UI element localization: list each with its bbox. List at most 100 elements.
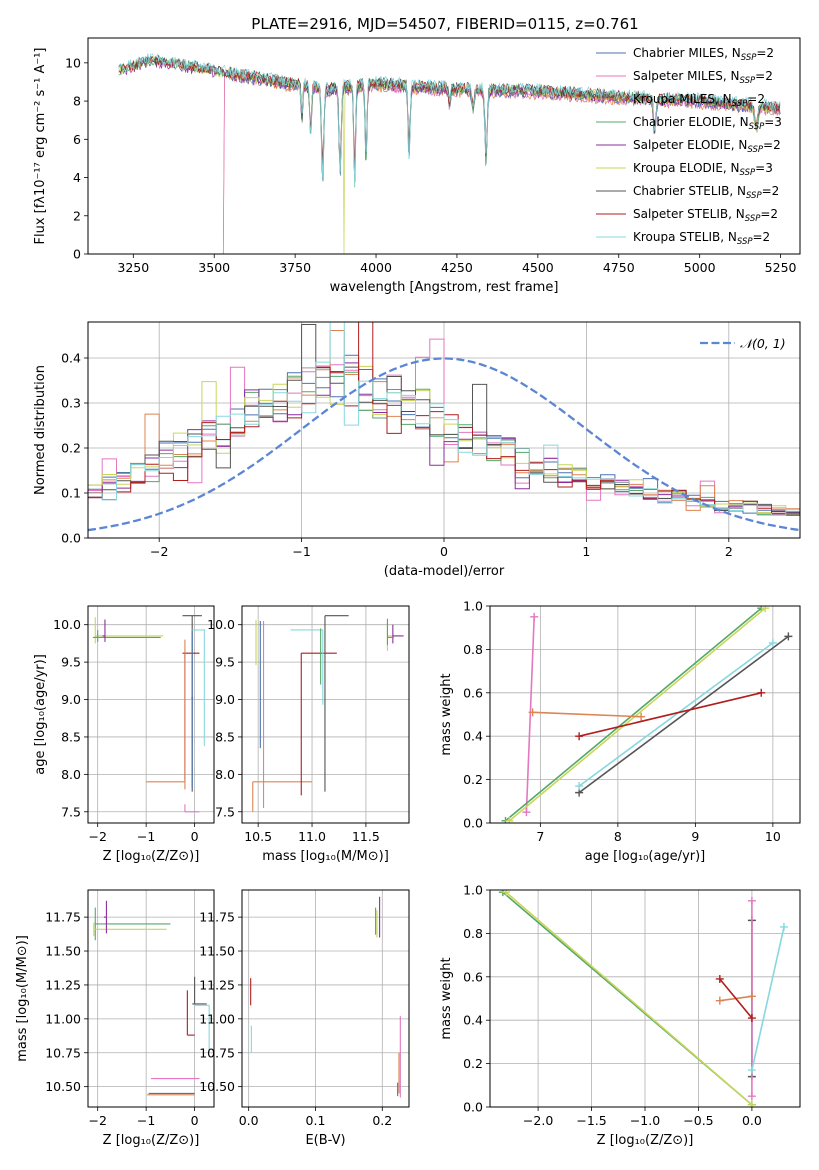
axes-frame — [241, 605, 410, 824]
x-axis-label: Z [log₁₀(Z/Z⊙)] — [103, 849, 200, 864]
y-axis-label: Normed distribution — [33, 365, 48, 495]
x-tick-label: −2 — [88, 1113, 106, 1128]
x-tick-label: 0.2 — [372, 1113, 392, 1128]
axes-frame — [241, 889, 410, 1108]
weight-marker — [747, 1092, 756, 1101]
x-tick-label: 11.5 — [352, 829, 380, 844]
x-tick-label: 3250 — [117, 260, 149, 275]
legend-label: Chabrier ELODIE, NSSP=3 — [633, 115, 782, 132]
weight-marker — [747, 1066, 756, 1075]
legend-label: Kroupa MILES, NSSP=2 — [633, 92, 765, 109]
weight-series-salpeter-stelib — [715, 974, 756, 1023]
weight-series-salpeter-miles — [522, 612, 539, 817]
histogram-salpeter-miles — [88, 338, 800, 516]
errorbar-point-salpeter-stelib — [300, 652, 337, 796]
x-tick-label: 3500 — [198, 260, 230, 275]
y-tick-label: 0.2 — [463, 1056, 483, 1071]
spectrum-series-kroupa-elodie — [118, 55, 781, 254]
weight-marker — [747, 1014, 756, 1023]
x-tick-label: −2 — [88, 829, 106, 844]
weight-marker — [575, 732, 584, 741]
y-tick-label: 11.50 — [199, 944, 235, 959]
y-tick-label: 0.1 — [61, 486, 81, 501]
y-tick-label: 11.75 — [45, 910, 81, 925]
y-axis-label: mass weight — [439, 957, 454, 1039]
x-tick-label: 4250 — [441, 260, 473, 275]
weight-marker — [779, 922, 788, 931]
weight-series-kroupa-stelib — [747, 922, 788, 1075]
histogram-kroupa-miles — [88, 330, 800, 514]
x-tick-label: 5000 — [684, 260, 716, 275]
x-axis-label: wavelength [Angstrom, rest frame] — [330, 280, 559, 295]
x-axis-label: E(B-V) — [305, 1133, 345, 1148]
plot-area-age_vs_Z — [92, 615, 206, 813]
axes-frame — [87, 37, 801, 255]
x-tick-label: 3750 — [279, 260, 311, 275]
y-tick-label: 0.4 — [463, 1013, 483, 1028]
weight-marker — [715, 974, 724, 983]
figure-title: PLATE=2916, MJD=54507, FIBERID=0115, z=0… — [251, 15, 638, 33]
errorbar-point-salpeter-elodie — [103, 900, 107, 934]
y-axis-label: Flux [fλ10⁻¹⁷ erg cm⁻² s⁻¹ A⁻¹] — [33, 48, 48, 245]
errorbar-point-chabrier-elodie — [94, 907, 171, 941]
weight-series-kroupa-elodie — [502, 890, 756, 1107]
plot-area-mass_vs_EBV — [250, 896, 401, 1098]
x-tick-label: 4000 — [360, 260, 392, 275]
y-tick-label: 2 — [73, 208, 81, 223]
histogram-salpeter-elodie — [88, 362, 800, 514]
legend-label: Kroupa ELODIE, NSSP=3 — [633, 161, 773, 178]
axes-frame — [87, 321, 801, 539]
y-tick-label: 11.25 — [199, 977, 235, 992]
weight-marker — [747, 896, 756, 905]
x-tick-label: 10 — [765, 829, 781, 844]
errorbar-point-kroupa-miles — [252, 781, 313, 812]
x-tick-label: 0.0 — [239, 1113, 259, 1128]
panel-mass_vs_EBV: 0.0 0.1 0.2 10.50 10.75 11.00 11.25 11.50 11.75 E… — [199, 889, 410, 1148]
x-tick-label: −1.5 — [576, 1113, 606, 1128]
y-tick-label: 10.50 — [199, 1079, 235, 1094]
panel-massweight_vs_age: 7 8 9 10 0.0 0.2 0.4 0.6 0.8 1.0 age [log₁₀(age/yr… — [439, 599, 801, 864]
y-tick-label: 0.3 — [61, 396, 81, 411]
x-tick-label: 9 — [691, 829, 699, 844]
x-tick-label: 0 — [191, 829, 199, 844]
errorbar-point-salpeter-miles — [184, 804, 200, 813]
x-tick-label: 8 — [614, 829, 622, 844]
errorbar-point-chabrier-miles — [191, 630, 194, 788]
y-axis-label: age [log₁₀(age/yr)] — [33, 654, 48, 775]
errorbar-point-kroupa-stelib — [290, 629, 324, 705]
x-axis-label: age [log₁₀(age/yr)] — [585, 849, 706, 864]
weight-series-chabrier-stelib — [575, 632, 793, 797]
y-tick-label: 1.0 — [463, 883, 483, 898]
errorbar-point-salpeter-stelib — [186, 990, 195, 1036]
y-tick-label: 0.0 — [463, 816, 483, 831]
y-tick-label: 11.25 — [45, 977, 81, 992]
y-tick-label: 10.75 — [45, 1045, 81, 1060]
histogram-chabrier-elodie — [88, 371, 800, 516]
y-tick-label: 11.75 — [199, 910, 235, 925]
weight-series-kroupa-stelib — [575, 638, 777, 791]
y-tick-label: 0.0 — [463, 1100, 483, 1115]
x-tick-label: −1 — [137, 829, 155, 844]
y-tick-label: 8 — [73, 94, 81, 109]
x-tick-label: 7 — [536, 829, 544, 844]
x-axis-label: Z [log₁₀(Z/Z⊙)] — [597, 1133, 694, 1148]
weight-marker — [747, 992, 756, 1001]
x-tick-label: 4750 — [603, 260, 635, 275]
errorbar-point-kroupa-stelib — [192, 629, 206, 746]
plot-area-mass_vs_Z — [93, 900, 210, 1096]
weight-marker — [528, 708, 537, 717]
x-tick-label: 0 — [191, 1113, 199, 1128]
plot-area-age_vs_mass — [252, 615, 404, 812]
y-tick-label: 0.2 — [463, 772, 483, 787]
axes-frame — [489, 605, 801, 824]
x-tick-label: 4500 — [522, 260, 554, 275]
weight-marker — [768, 638, 777, 647]
x-tick-label: 10.5 — [244, 829, 272, 844]
x-tick-label: −1 — [292, 544, 310, 559]
x-tick-label: 0.1 — [306, 1113, 326, 1128]
y-tick-label: 0.4 — [463, 729, 483, 744]
y-tick-label: 0.4 — [61, 351, 81, 366]
weight-marker — [761, 606, 770, 613]
weight-series-salpeter-stelib — [575, 688, 766, 741]
x-tick-label: −1.0 — [630, 1113, 660, 1128]
